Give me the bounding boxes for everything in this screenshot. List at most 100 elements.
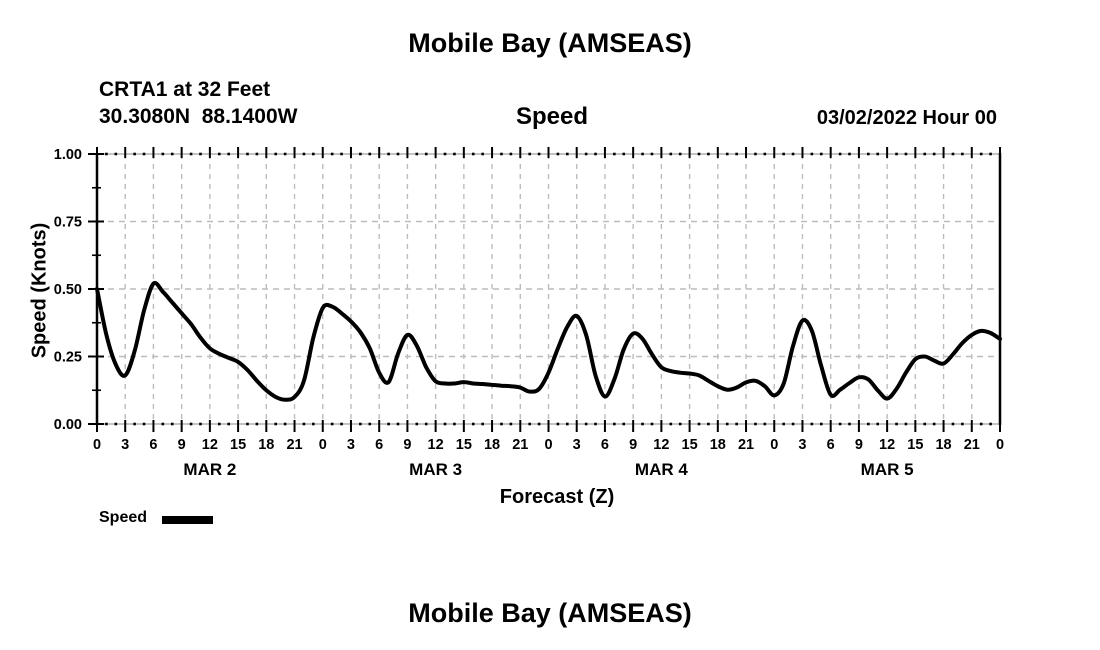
top-minor-tick-dot xyxy=(697,152,701,156)
x-tick-label: 9 xyxy=(403,437,411,453)
x-tick-label: 0 xyxy=(996,437,1004,453)
top-minor-tick-dot xyxy=(471,152,475,156)
next-chart-title: Mobile Bay (AMSEAS) xyxy=(408,598,692,628)
bottom-minor-tick-dot xyxy=(848,422,851,426)
top-minor-tick-dot xyxy=(453,152,456,156)
x-day-label: MAR 5 xyxy=(861,460,914,479)
bottom-minor-tick-dot xyxy=(961,422,964,426)
top-minor-tick-dot xyxy=(142,152,146,156)
bottom-minor-tick-dot xyxy=(142,422,146,426)
bottom-minor-tick-dot xyxy=(735,422,738,426)
bottom-minor-tick-dot xyxy=(622,422,626,426)
station-id-label: CRTA1 at 32 Feet xyxy=(99,78,271,101)
bottom-minor-tick-dot xyxy=(791,422,795,426)
bottom-minor-tick-dot xyxy=(697,422,701,426)
bottom-minor-tick-dot xyxy=(246,422,249,426)
bottom-minor-tick-dot xyxy=(359,422,362,426)
top-minor-tick-dot xyxy=(810,152,814,156)
x-day-label: MAR 2 xyxy=(183,460,236,479)
top-minor-tick-dot xyxy=(189,152,193,156)
top-minor-tick-dot xyxy=(246,152,249,156)
top-minor-tick-dot xyxy=(396,152,400,156)
x-tick-label: 18 xyxy=(484,437,500,453)
bottom-minor-tick-dot xyxy=(114,422,118,426)
top-minor-tick-dot xyxy=(904,152,908,156)
top-minor-tick-dot xyxy=(312,152,315,156)
top-minor-tick-dot xyxy=(114,152,118,156)
bottom-minor-tick-dot xyxy=(819,422,823,426)
bottom-minor-tick-dot xyxy=(387,422,390,426)
x-tick-label: 3 xyxy=(347,437,355,453)
x-tick-label: 6 xyxy=(149,437,157,453)
bottom-minor-tick-dot xyxy=(283,422,287,426)
bottom-minor-tick-dot xyxy=(566,422,569,426)
top-minor-tick-dot xyxy=(227,152,230,156)
x-tick-label: 3 xyxy=(798,437,806,453)
bottom-minor-tick-dot xyxy=(537,422,541,426)
top-minor-tick-dot xyxy=(763,152,767,156)
top-minor-tick-dot xyxy=(961,152,964,156)
legend-series-label: Speed xyxy=(99,509,148,526)
top-minor-tick-dot xyxy=(133,152,136,156)
speed-series-curve xyxy=(95,280,1002,402)
x-tick-label: 3 xyxy=(121,437,129,453)
top-minor-tick-dot xyxy=(989,152,992,156)
bottom-minor-tick-dot xyxy=(302,422,306,426)
top-minor-tick-dot xyxy=(509,152,513,156)
station-coordinates-label: 30.3080N 88.1400W xyxy=(99,105,298,128)
top-minor-tick-dot xyxy=(161,152,165,156)
top-minor-tick-dot xyxy=(340,152,343,156)
bottom-minor-tick-dot xyxy=(274,422,278,426)
top-minor-tick-dot xyxy=(566,152,569,156)
top-minor-tick-dot xyxy=(895,152,898,156)
bottom-minor-tick-dot xyxy=(669,422,673,426)
top-minor-tick-dot xyxy=(359,152,362,156)
bottom-minor-tick-dot xyxy=(199,422,202,426)
bottom-minor-tick-dot xyxy=(133,422,136,426)
x-tick-label: 15 xyxy=(907,437,923,453)
x-tick-label: 12 xyxy=(879,437,895,453)
bottom-minor-tick-dot xyxy=(453,422,456,426)
bottom-minor-tick-dot xyxy=(932,422,936,426)
top-minor-tick-dot xyxy=(622,152,626,156)
top-minor-tick-dot xyxy=(613,152,616,156)
bottom-minor-tick-dot xyxy=(217,422,221,426)
bottom-minor-tick-dot xyxy=(763,422,767,426)
x-tick-label: 21 xyxy=(512,437,528,453)
x-tick-label: 0 xyxy=(319,437,327,453)
top-minor-tick-dot xyxy=(274,152,278,156)
y-tick-label: 0.50 xyxy=(54,282,82,298)
x-tick-label: 12 xyxy=(428,437,444,453)
legend: Speed xyxy=(99,509,213,529)
x-tick-label: 6 xyxy=(601,437,609,453)
x-tick-label: 0 xyxy=(93,437,101,453)
bottom-minor-tick-dot xyxy=(415,422,419,426)
y-tick-label: 1.00 xyxy=(54,147,82,163)
top-minor-tick-dot xyxy=(199,152,202,156)
bottom-minor-tick-dot xyxy=(471,422,475,426)
x-tick-label: 9 xyxy=(629,437,637,453)
bottom-minor-tick-dot xyxy=(340,422,343,426)
top-minor-tick-dot xyxy=(791,152,795,156)
bottom-minor-tick-dot xyxy=(895,422,898,426)
x-day-label: MAR 3 xyxy=(409,460,462,479)
x-day-label: MAR 4 xyxy=(635,460,688,479)
bottom-minor-tick-dot xyxy=(876,422,880,426)
bottom-minor-tick-dot xyxy=(255,422,259,426)
legend-line-swatch xyxy=(162,516,213,524)
top-minor-tick-dot xyxy=(424,152,428,156)
top-minor-tick-dot xyxy=(819,152,823,156)
top-minor-tick-dot xyxy=(500,152,503,156)
bottom-minor-tick-dot xyxy=(613,422,616,426)
top-minor-tick-dot xyxy=(283,152,287,156)
top-minor-tick-dot xyxy=(782,152,785,156)
top-minor-tick-dot xyxy=(678,152,682,156)
bottom-minor-tick-dot xyxy=(838,422,842,426)
x-tick-label: 9 xyxy=(855,437,863,453)
x-tick-label: 15 xyxy=(456,437,472,453)
bottom-minor-tick-dot xyxy=(227,422,230,426)
bottom-minor-tick-dot xyxy=(678,422,682,426)
x-tick-label: 15 xyxy=(230,437,246,453)
bottom-minor-tick-dot xyxy=(424,422,428,426)
